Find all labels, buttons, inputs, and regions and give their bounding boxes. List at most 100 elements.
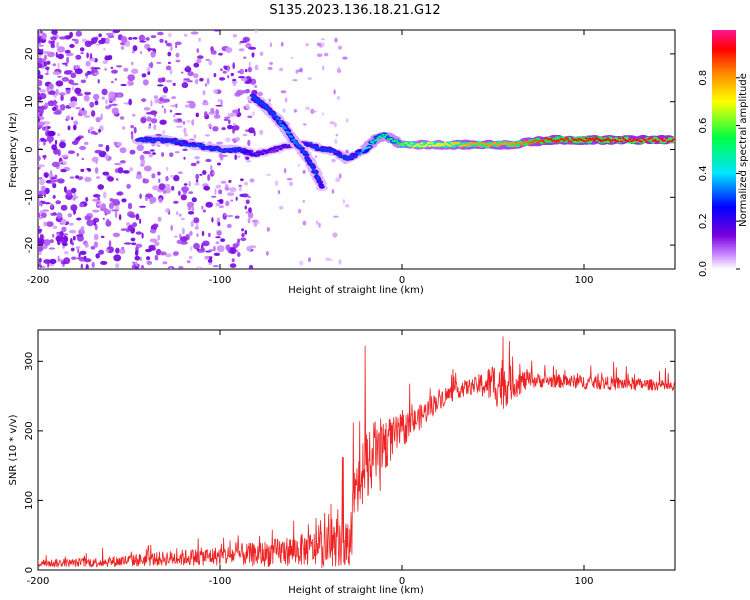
noise-speckle — [186, 100, 195, 104]
noise-speckle — [46, 86, 50, 92]
noise-speckle — [73, 120, 79, 126]
noise-speckle — [186, 260, 191, 264]
noise-speckle — [162, 261, 168, 265]
noise-speckle — [224, 184, 229, 187]
noise-speckle — [100, 235, 105, 239]
noise-speckle — [38, 190, 46, 195]
spectral-branch-segment — [304, 155, 308, 157]
spectral-ridge-segment — [609, 140, 613, 143]
noise-speckle — [110, 66, 114, 69]
noise-speckle — [65, 52, 74, 57]
noise-speckle — [122, 170, 130, 174]
noise-speckle — [159, 38, 164, 43]
spectral-ridge-segment — [394, 140, 399, 142]
noise-speckle — [93, 233, 99, 241]
noise-speckle — [208, 249, 214, 252]
noise-speckle — [114, 162, 122, 166]
spectral-branch-segment — [258, 102, 263, 105]
spectral-ridge-segment — [257, 153, 261, 156]
noise-speckle — [179, 233, 182, 239]
spectral-ridge-segment — [198, 146, 202, 149]
noise-speckle — [235, 196, 238, 201]
noise-speckle — [67, 213, 73, 218]
noise-speckle — [60, 204, 68, 211]
spectral-ridge-segment — [233, 147, 237, 149]
spectral-ridge-segment — [576, 139, 580, 142]
noise-speckle — [204, 255, 210, 260]
noise-speckle — [135, 213, 140, 221]
spectral-ridge-segment — [591, 137, 595, 140]
spectral-ridge-segment — [435, 144, 439, 147]
spectral-branch-segment — [300, 148, 304, 151]
spectral-ridge-segment — [165, 137, 169, 140]
noise-speckle — [201, 246, 205, 253]
noise-speckle — [178, 265, 184, 269]
noise-speckle — [84, 176, 92, 183]
noise-speckle — [220, 99, 223, 106]
noise-speckle — [59, 104, 63, 109]
spectral-ridge-segment — [349, 154, 353, 157]
noise-speckle — [249, 178, 255, 183]
noise-speckle — [196, 222, 199, 229]
spectral-ridge-segment — [616, 140, 620, 143]
noise-speckle — [180, 194, 187, 201]
noise-speckle — [62, 242, 68, 247]
spectral-ridge-segment — [448, 144, 452, 147]
noise-speckle — [322, 65, 325, 71]
noise-speckle — [280, 90, 287, 94]
noise-speckle — [278, 206, 284, 210]
noise-speckle — [71, 187, 77, 194]
spectral-ridge-segment — [359, 151, 363, 154]
noise-speckle — [104, 153, 109, 160]
spectral-branch-segment — [271, 111, 275, 114]
noise-speckle — [101, 96, 106, 100]
noise-speckle — [69, 31, 73, 38]
noise-speckle — [184, 133, 188, 137]
noise-speckle — [342, 56, 348, 60]
noise-speckle — [169, 68, 173, 75]
noise-speckle — [91, 261, 95, 268]
spectrogram-plot-area — [37, 29, 676, 270]
noise-speckle — [228, 119, 231, 124]
spectral-ridge-segment — [361, 149, 365, 152]
noise-speckle — [108, 240, 112, 248]
noise-speckle — [97, 184, 104, 190]
noise-speckle — [72, 100, 77, 107]
spectral-ridge-segment — [514, 144, 518, 147]
noise-speckle — [105, 32, 114, 36]
noise-speckle — [87, 129, 91, 134]
noise-speckle — [188, 101, 196, 109]
noise-speckle — [156, 144, 161, 147]
noise-speckle — [251, 111, 255, 116]
noise-speckle — [131, 133, 134, 140]
noise-speckle — [187, 71, 194, 77]
noise-speckle — [61, 77, 70, 82]
noise-speckle — [90, 245, 96, 250]
noise-speckle — [201, 230, 205, 237]
noise-speckle — [111, 69, 118, 74]
noise-speckle — [196, 266, 203, 269]
noise-speckle — [130, 125, 135, 129]
noise-speckle — [266, 251, 269, 256]
noise-speckle — [132, 113, 136, 117]
noise-speckle — [161, 152, 165, 157]
noise-speckle — [175, 125, 183, 128]
spectral-ridge-segment — [180, 141, 184, 144]
noise-speckle — [189, 231, 193, 236]
noise-speckle — [39, 116, 45, 120]
noise-speckle — [191, 206, 195, 212]
spectral-branch-segment — [265, 105, 269, 108]
spectral-ridge-segment — [136, 139, 140, 142]
spectral-ridge-segment — [569, 140, 573, 143]
spectral-ridge-segment — [665, 137, 669, 140]
spectral-ridge-segment — [247, 150, 251, 153]
noise-speckle — [246, 245, 252, 252]
noise-speckle — [148, 62, 154, 68]
noise-speckle — [84, 91, 92, 96]
noise-speckle — [52, 233, 55, 238]
noise-speckle — [56, 41, 60, 49]
noise-speckle — [217, 98, 221, 103]
spectral-ridge-segment — [557, 140, 561, 143]
noise-speckle — [183, 78, 191, 81]
spectral-branch-segment — [315, 173, 319, 176]
